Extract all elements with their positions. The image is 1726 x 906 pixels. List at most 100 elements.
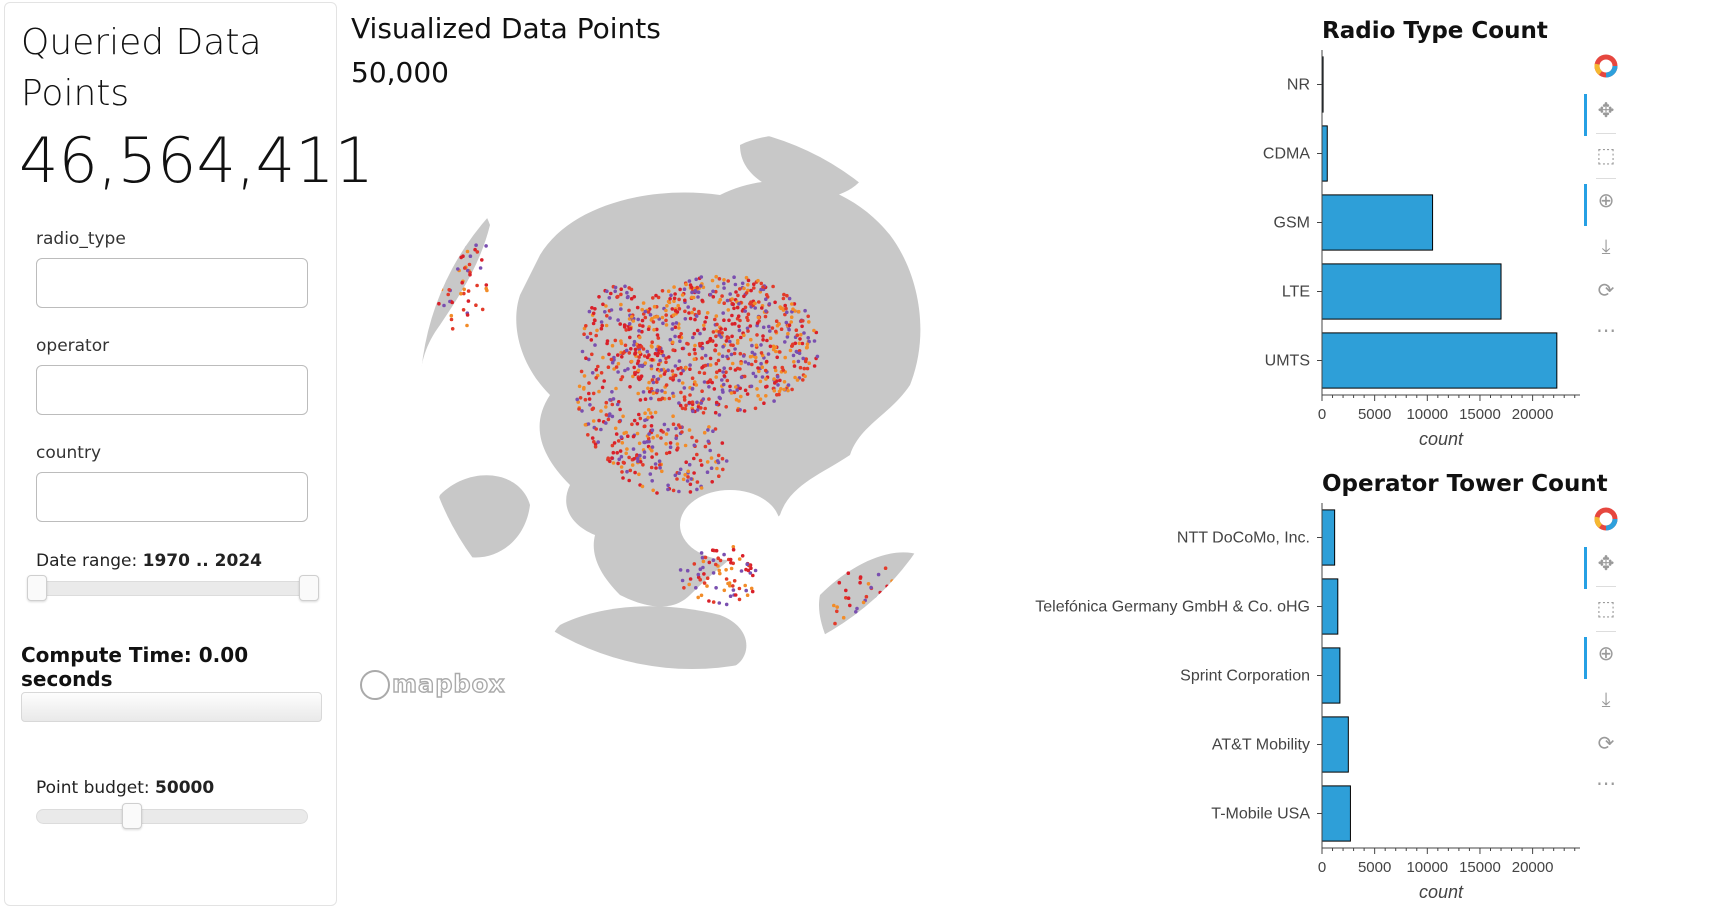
data-point [735,366,740,371]
pan-icon[interactable]: ✥ [1584,92,1624,136]
data-point [671,313,676,317]
operator-label: operator [36,336,110,356]
toolbar-divider [1596,586,1616,587]
data-point [605,314,609,318]
data-point [782,380,787,384]
radio-type-chart[interactable]: NR CDMA GSM LTE UMTS 0 5000 10000 15000 20000 coun… [1010,50,1610,450]
wheel-zoom-icon[interactable]: ⊕ [1584,182,1624,226]
date-range-start-handle[interactable] [27,575,47,601]
data-point [686,475,690,479]
data-point [651,374,656,379]
operator-input[interactable] [36,365,308,415]
data-point [722,281,726,286]
data-point [743,360,748,364]
data-point [655,491,659,495]
data-point [701,565,705,570]
data-point [713,427,718,431]
data-point [595,328,599,333]
data-point [650,357,654,362]
data-point [708,292,713,297]
point-budget-handle[interactable] [122,803,143,829]
data-point [450,300,454,305]
data-point [895,629,900,633]
data-point [699,275,704,279]
data-point [709,456,714,460]
data-point [761,338,765,342]
data-point [619,465,624,469]
data-point [711,289,715,294]
data-point [718,571,722,576]
data-point [740,309,745,313]
data-point [649,396,653,401]
data-point [738,318,742,323]
data-point [752,286,756,290]
data-point [484,283,489,287]
data-point [660,289,665,293]
more-icon[interactable]: ⋯ [1596,318,1616,342]
operator-chart[interactable]: NTT DoCoMo, Inc. Telefónica Germany GmbH … [1010,503,1610,903]
data-point [677,471,681,476]
data-point [593,442,598,447]
data-point [446,292,450,297]
data-point [658,374,663,378]
country-input[interactable] [36,472,308,522]
mapbox-attribution[interactable]: mapbox [360,669,506,700]
data-point [789,315,794,319]
data-point [678,287,682,292]
data-point [863,642,867,646]
data-point [670,327,674,331]
box-zoom-icon[interactable]: ⬚ [1596,143,1616,167]
data-point [619,435,624,439]
data-point [459,291,463,296]
data-point [702,572,706,576]
data-point [724,405,728,409]
data-point [604,304,608,308]
data-point [738,386,742,391]
data-point [655,314,660,319]
data-point [451,246,456,250]
data-point [608,459,612,464]
data-point [880,639,884,643]
data-point [715,466,719,471]
pan-icon[interactable]: ✥ [1584,545,1624,589]
date-range-end-handle[interactable] [299,575,319,601]
data-point [690,386,695,391]
data-point [664,451,669,456]
save-icon[interactable]: ⤓ [1601,687,1611,711]
data-point [775,375,780,379]
bokeh-logo-icon[interactable] [1588,501,1624,537]
globe-map[interactable] [420,125,965,670]
data-point [731,545,736,549]
data-point [435,219,439,223]
data-point [648,411,653,415]
reset-icon[interactable]: ⟳ [1597,278,1615,302]
data-point [673,292,677,296]
save-icon[interactable]: ⤓ [1601,234,1611,258]
date-range-slider[interactable] [27,575,319,601]
data-point [475,283,479,288]
point-budget-slider[interactable] [36,803,308,829]
data-point [709,466,714,471]
data-point [652,304,657,309]
data-point [687,428,692,432]
radio-type-input[interactable] [36,258,308,308]
data-point [678,467,683,472]
data-point [865,634,869,638]
data-point [750,343,754,348]
data-point [722,374,727,378]
data-point [461,216,466,221]
data-point [465,214,470,219]
data-point [702,430,707,435]
wheel-zoom-icon[interactable]: ⊕ [1584,635,1624,679]
reset-icon[interactable]: ⟳ [1597,731,1615,755]
bokeh-logo-icon[interactable] [1588,48,1624,84]
more-icon[interactable]: ⋯ [1596,771,1616,795]
data-point [436,236,441,240]
box-zoom-icon[interactable]: ⬚ [1596,596,1616,620]
data-point [737,597,742,602]
data-point [868,632,872,637]
data-point [743,309,747,313]
data-point [636,345,641,349]
data-point [641,301,646,305]
data-point [654,452,659,456]
